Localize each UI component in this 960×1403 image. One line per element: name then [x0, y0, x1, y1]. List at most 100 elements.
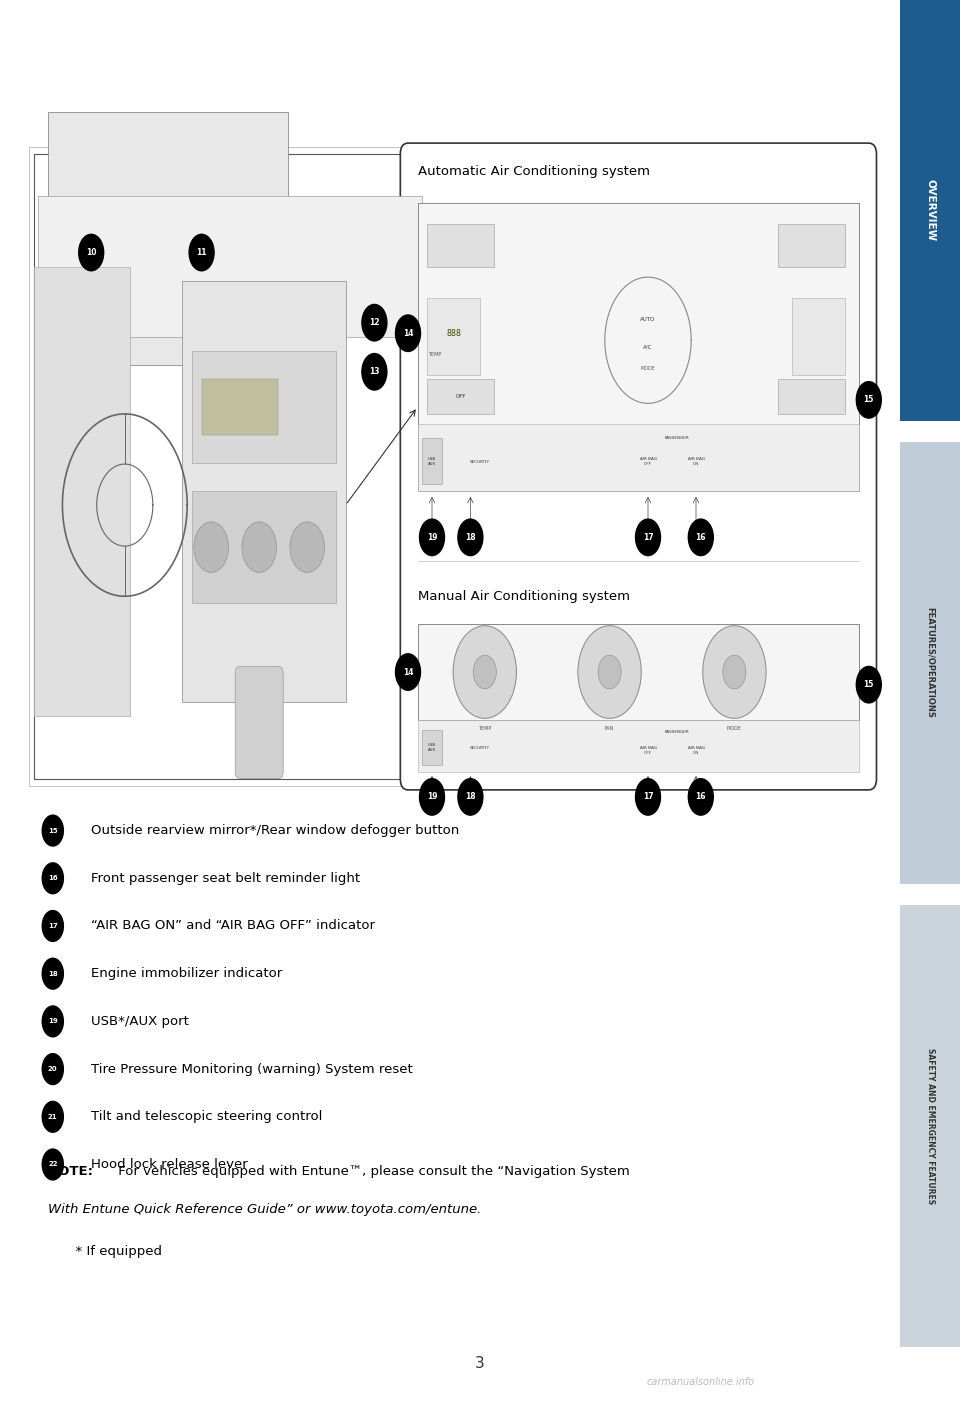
Circle shape	[42, 1054, 63, 1085]
Circle shape	[453, 626, 516, 718]
Bar	[427, 379, 494, 414]
Text: Tilt and telescopic steering control: Tilt and telescopic steering control	[91, 1110, 323, 1124]
Text: PASSENGER: PASSENGER	[664, 436, 689, 439]
Bar	[427, 299, 480, 375]
Text: Outside rearview mirror*/Rear window defogger button: Outside rearview mirror*/Rear window def…	[91, 824, 460, 838]
Bar	[418, 624, 859, 720]
Circle shape	[856, 382, 881, 418]
Circle shape	[703, 626, 766, 718]
Circle shape	[856, 666, 881, 703]
Circle shape	[636, 779, 660, 815]
Text: 17: 17	[642, 533, 654, 542]
Text: 11: 11	[197, 248, 206, 257]
Text: AIR BAG
OFF: AIR BAG OFF	[639, 746, 657, 755]
Circle shape	[194, 522, 228, 572]
Text: 18: 18	[48, 971, 58, 976]
Text: AUTO: AUTO	[640, 317, 656, 321]
Circle shape	[42, 958, 63, 989]
Circle shape	[42, 815, 63, 846]
FancyBboxPatch shape	[235, 666, 283, 779]
Text: Manual Air Conditioning system: Manual Air Conditioning system	[418, 589, 630, 603]
Text: 14: 14	[403, 668, 413, 676]
Text: 13: 13	[370, 368, 379, 376]
Text: TEMP: TEMP	[428, 352, 442, 356]
Text: AIR BAG
OFF: AIR BAG OFF	[639, 457, 657, 466]
Bar	[418, 203, 859, 491]
Bar	[202, 379, 278, 435]
Text: 15: 15	[864, 680, 874, 689]
Bar	[422, 730, 442, 765]
FancyBboxPatch shape	[400, 143, 876, 790]
Bar	[427, 224, 494, 267]
Text: Hood lock release lever: Hood lock release lever	[91, 1157, 248, 1172]
Circle shape	[723, 655, 746, 689]
Text: 16: 16	[696, 533, 706, 542]
Text: 18: 18	[465, 793, 476, 801]
Text: Engine immobilizer indicator: Engine immobilizer indicator	[91, 967, 282, 981]
Text: MODE: MODE	[640, 366, 656, 370]
Bar	[778, 379, 845, 414]
Text: USB
AUX: USB AUX	[428, 744, 436, 752]
Circle shape	[458, 519, 483, 556]
Text: AIR BAG
ON: AIR BAG ON	[687, 457, 705, 466]
Text: Automatic Air Conditioning system: Automatic Air Conditioning system	[418, 164, 650, 178]
Text: 14: 14	[403, 328, 413, 338]
Text: NOTE:: NOTE:	[48, 1164, 94, 1179]
Text: 10: 10	[86, 248, 96, 257]
Text: 3: 3	[475, 1357, 485, 1371]
Circle shape	[420, 519, 444, 556]
Text: 17: 17	[642, 793, 654, 801]
Text: 15: 15	[48, 828, 58, 833]
Text: Tire Pressure Monitoring (warning) System reset: Tire Pressure Monitoring (warning) Syste…	[91, 1062, 413, 1076]
Bar	[418, 424, 859, 491]
Text: MODE: MODE	[727, 725, 742, 731]
Text: A/C: A/C	[643, 345, 653, 349]
Text: 15: 15	[864, 396, 874, 404]
Circle shape	[688, 519, 713, 556]
Text: 19: 19	[427, 533, 437, 542]
Text: FEATURES/OPERATIONS: FEATURES/OPERATIONS	[925, 607, 935, 718]
Circle shape	[636, 519, 660, 556]
Text: carmanualsonline.info: carmanualsonline.info	[647, 1376, 755, 1388]
Circle shape	[42, 863, 63, 894]
Circle shape	[362, 304, 387, 341]
Circle shape	[598, 655, 621, 689]
Text: USB*/AUX port: USB*/AUX port	[91, 1014, 189, 1028]
Text: 12: 12	[370, 318, 379, 327]
Bar	[192, 351, 336, 463]
Text: * If equipped: * If equipped	[67, 1244, 162, 1258]
Text: 19: 19	[427, 793, 437, 801]
Bar	[900, 905, 960, 1347]
Text: 18: 18	[465, 533, 476, 542]
Text: With Entune Quick Reference Guide” or www.toyota.com/entune.: With Entune Quick Reference Guide” or ww…	[48, 1202, 481, 1216]
Bar	[192, 491, 336, 603]
Circle shape	[396, 654, 420, 690]
Text: SAFETY AND EMERGENCY FEATURES: SAFETY AND EMERGENCY FEATURES	[925, 1048, 935, 1204]
Circle shape	[242, 522, 276, 572]
Text: 16: 16	[48, 875, 58, 881]
Circle shape	[290, 522, 324, 572]
Text: For vehicles equipped with Entune™, please consult the “Navigation System: For vehicles equipped with Entune™, plea…	[114, 1164, 630, 1179]
Text: 22: 22	[48, 1162, 58, 1167]
Bar	[34, 267, 130, 716]
Bar	[34, 154, 437, 779]
Text: OFF: OFF	[456, 394, 466, 398]
Circle shape	[688, 779, 713, 815]
Text: 19: 19	[48, 1019, 58, 1024]
Circle shape	[362, 354, 387, 390]
Circle shape	[42, 911, 63, 941]
Text: SECURITY: SECURITY	[470, 460, 490, 463]
Text: 21: 21	[48, 1114, 58, 1120]
Circle shape	[42, 1101, 63, 1132]
Circle shape	[42, 1149, 63, 1180]
Circle shape	[42, 1006, 63, 1037]
Bar	[900, 0, 960, 421]
Text: “AIR BAG ON” and “AIR BAG OFF” indicator: “AIR BAG ON” and “AIR BAG OFF” indicator	[91, 919, 375, 933]
Bar	[182, 281, 346, 702]
Text: TEMP: TEMP	[478, 725, 492, 731]
Text: 16: 16	[696, 793, 706, 801]
Bar	[418, 720, 859, 772]
Circle shape	[189, 234, 214, 271]
Text: 17: 17	[48, 923, 58, 929]
Text: USB
AUX: USB AUX	[428, 457, 436, 466]
